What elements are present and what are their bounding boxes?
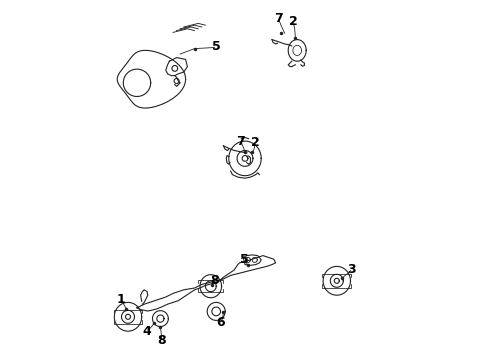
Text: 7: 7 — [236, 135, 245, 148]
Text: 3: 3 — [347, 263, 356, 276]
Text: 6: 6 — [217, 316, 225, 329]
Text: 5: 5 — [212, 40, 220, 53]
Text: 2: 2 — [289, 15, 298, 28]
Text: 2: 2 — [251, 136, 260, 149]
Text: 8: 8 — [210, 274, 219, 287]
Text: 8: 8 — [157, 334, 166, 347]
Text: 4: 4 — [143, 325, 151, 338]
Text: 7: 7 — [274, 12, 283, 25]
Text: 1: 1 — [117, 293, 125, 306]
Text: 5: 5 — [240, 253, 249, 266]
